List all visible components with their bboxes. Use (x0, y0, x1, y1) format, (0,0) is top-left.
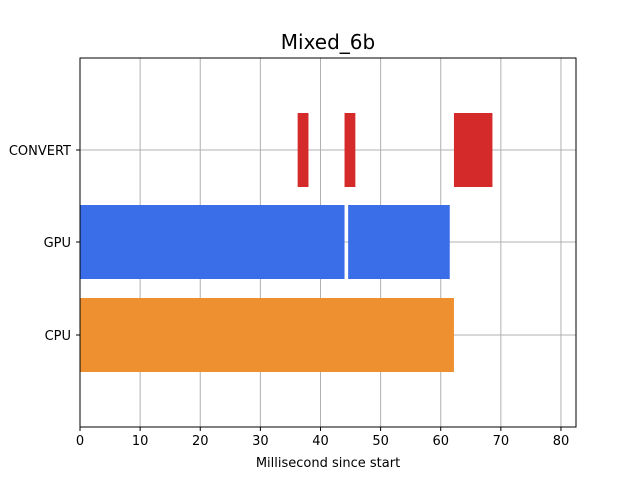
x-tick-label: 80 (553, 434, 570, 449)
chart-title: Mixed_6b (281, 30, 375, 54)
x-tick-label: 30 (252, 434, 269, 449)
bar-convert (453, 113, 493, 187)
x-tick-label: 0 (76, 434, 84, 449)
x-tick-label: 60 (432, 434, 449, 449)
y-tick-label: GPU (44, 236, 71, 251)
x-tick-label: 50 (372, 434, 389, 449)
tick-layer: 0 10 20 30 40 50 60 70 80 CPU GPU CONVERT (9, 144, 569, 449)
x-tick-label: 10 (132, 434, 149, 449)
x-tick-label: 70 (493, 434, 510, 449)
x-axis-label: Millisecond since start (256, 456, 400, 471)
x-tick-label: 40 (312, 434, 329, 449)
y-tick-label: CONVERT (9, 144, 71, 159)
bar-gpu (348, 205, 450, 279)
x-tick-label: 20 (192, 434, 209, 449)
bar-layer (80, 113, 493, 372)
bar-convert (297, 113, 309, 187)
bar-cpu (80, 298, 454, 372)
y-tick-label: CPU (45, 329, 71, 344)
bar-gpu (80, 205, 345, 279)
bar-convert (344, 113, 356, 187)
